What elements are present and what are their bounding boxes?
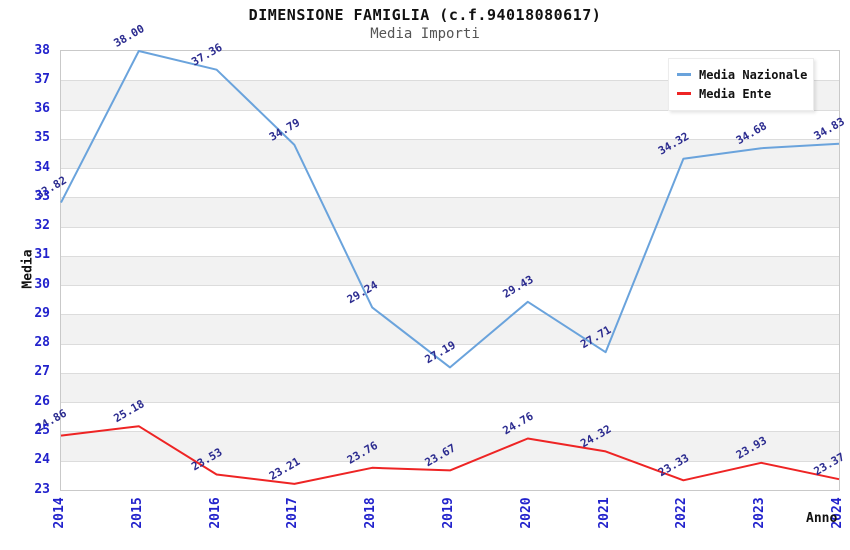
legend-label: Media Nazionale <box>699 67 808 82</box>
legend-line-marker-blue <box>677 73 691 76</box>
x-tick-label: 2021 <box>596 497 612 529</box>
legend-item-media-ente: Media Ente <box>677 84 805 103</box>
x-tick-label: 2019 <box>441 497 456 529</box>
plot-area: 32.82 38.00 37.36 34.79 29.24 27.19 29.43 27.71… <box>34 22 847 491</box>
gridline <box>61 197 839 199</box>
data-point-label: 29.43 <box>500 273 535 301</box>
y-tick-label: 24 <box>34 452 50 468</box>
chart-title: DIMENSIONE FAMIGLIA (c.f.94018080617) <box>248 6 602 24</box>
y-tick-label: 32 <box>34 218 50 234</box>
data-point-label: 27.19 <box>423 338 458 366</box>
legend-item-media-nazionale: Media Nazionale <box>677 65 808 84</box>
gridline <box>61 314 839 316</box>
legend-label: Media Ente <box>699 86 772 101</box>
x-tick-label: 2014 <box>52 497 67 529</box>
y-tick-label: 23 <box>34 481 50 497</box>
y-tick-label: 28 <box>34 335 50 351</box>
data-point-label: 37.36 <box>189 41 225 69</box>
data-point-label: 25.18 <box>111 397 146 425</box>
data-point-label: 23.67 <box>423 441 458 469</box>
gridline <box>61 460 839 462</box>
y-tick-label: 26 <box>34 393 50 409</box>
y-tick-label: 25 <box>34 422 50 438</box>
data-point-label: 23.93 <box>734 434 769 462</box>
gridline <box>61 109 839 111</box>
background-band <box>61 314 839 344</box>
gridline <box>61 431 839 433</box>
y-tick-label: 34 <box>34 159 50 175</box>
x-tick-label: 2018 <box>363 497 379 529</box>
background-band <box>61 431 839 461</box>
x-tick-label: 2017 <box>285 497 301 529</box>
data-point-label: 23.33 <box>656 451 691 479</box>
gridline <box>61 80 839 82</box>
data-point-label: 34.68 <box>734 119 769 147</box>
gridline <box>61 285 839 287</box>
data-point-label: 34.79 <box>267 116 302 144</box>
y-tick-label: 30 <box>34 276 50 292</box>
y-tick-label: 29 <box>34 305 50 321</box>
background-band <box>61 138 839 169</box>
y-tick-label: 33 <box>34 188 50 204</box>
y-tick-label: 37 <box>34 71 50 87</box>
y-tick-label: 31 <box>34 247 50 263</box>
background-band <box>61 197 839 227</box>
gridline <box>61 226 839 228</box>
y-tick-label: 36 <box>34 101 50 117</box>
gridline <box>61 343 839 345</box>
series-line <box>60 50 840 369</box>
x-tick-label: 2016 <box>207 497 223 529</box>
gridline <box>61 168 839 170</box>
legend: Media Nazionale Media Ente <box>668 58 814 111</box>
data-point-label: 34.83 <box>812 115 847 143</box>
gridline <box>61 255 839 257</box>
series-line <box>60 425 840 485</box>
line-series-canvas: 32.8238.0037.3634.7929.2427.1929.4327.71… <box>34 22 847 485</box>
data-point-label: 23.21 <box>267 455 303 483</box>
x-tick-label: 2015 <box>129 497 145 529</box>
y-tick-label: 35 <box>34 130 50 146</box>
x-tick-label: 2020 <box>518 497 534 529</box>
gridline <box>61 372 839 374</box>
x-tick-label: 2023 <box>752 497 768 529</box>
x-axis-label: Anno <box>806 511 838 526</box>
data-point-label: 29.24 <box>345 278 381 306</box>
background-band <box>61 372 839 403</box>
data-point-label: 23.76 <box>345 439 381 467</box>
y-tick-label: 27 <box>34 364 50 380</box>
data-point-label: 34.32 <box>656 130 691 158</box>
x-tick-label: 2022 <box>674 497 690 529</box>
chart-subtitle: Media Importi <box>370 26 480 42</box>
data-point-label: 23.37 <box>812 450 847 478</box>
y-tick-label: 38 <box>34 42 50 58</box>
data-point-label: 24.32 <box>578 422 613 450</box>
gridline <box>61 138 839 140</box>
legend-line-marker-red <box>677 92 691 95</box>
background-band <box>61 255 839 286</box>
gridline <box>61 402 839 404</box>
data-point-label: 24.76 <box>500 409 536 437</box>
